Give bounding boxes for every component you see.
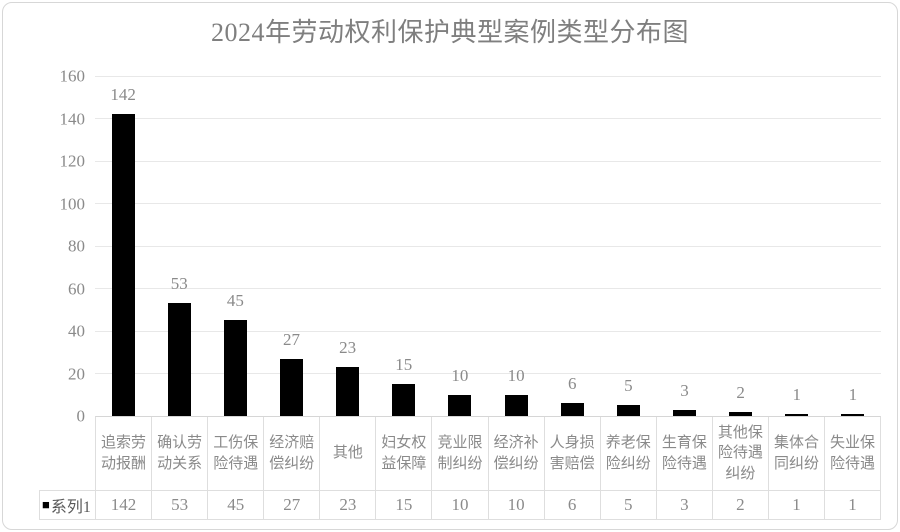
y-axis-tick-label: 140 (59, 109, 86, 128)
category-cell: 其他保险待遇纠纷 (713, 417, 769, 490)
category-cell: 集体合同纠纷 (769, 417, 826, 490)
value-cell: 27 (264, 491, 321, 519)
bar-value-label: 45 (226, 291, 244, 311)
category-cell: 人身损害赔偿 (545, 417, 601, 490)
bar-value-label: 10 (451, 365, 469, 385)
bar (280, 358, 303, 416)
y-axis-tick-label: 20 (68, 364, 85, 383)
category-cell: 失业保险待遇 (830, 435, 876, 472)
y-axis-tick-label: 0 (76, 406, 86, 426)
gridline (95, 203, 881, 204)
value-cell: 1 (848, 495, 857, 514)
bar (223, 320, 247, 416)
value-cell: 3 (657, 491, 713, 519)
bar (616, 405, 640, 416)
bar-value-label: 53 (170, 274, 188, 294)
bar (392, 384, 416, 416)
bar (560, 403, 584, 416)
bar-value-label: 142 (110, 85, 136, 105)
category-cell: 竞业限制纠纷 (432, 417, 489, 490)
bar-value-label: 23 (339, 338, 357, 358)
value-cell: 10 (432, 491, 489, 519)
y-axis-tick-label: 100 (59, 194, 86, 213)
y-axis-tick-label: 120 (59, 151, 86, 171)
value-cell: 2 (713, 491, 769, 519)
value-cell: 5 (601, 491, 657, 519)
bar (841, 413, 865, 416)
bar (167, 303, 191, 416)
value-row: 142 53 45 27 23 15 10 10 6 5 3 2 1 1 (95, 490, 881, 520)
value-cell: 15 (376, 491, 433, 519)
legend-cell: ■ 系列1 (39, 416, 95, 520)
gridline (95, 330, 881, 332)
gridline (95, 160, 881, 162)
bar-value-label: 10 (507, 365, 525, 385)
category-cell: 养老保险纠纷 (601, 417, 657, 490)
bar-value-label: 6 (567, 374, 577, 394)
bar (729, 411, 753, 416)
category-cell: 生育保险待遇 (657, 417, 713, 490)
category-cell: 工伤保险待遇 (208, 417, 265, 490)
gridline (95, 245, 881, 247)
bar-value-label: 15 (395, 355, 413, 375)
bar-value-label: 2 (736, 382, 745, 402)
series-legend-label: 系列1 (50, 499, 91, 516)
bar (785, 413, 809, 416)
bar (111, 114, 135, 416)
bar (504, 394, 528, 416)
category-cell: 妇女权益保障 (376, 417, 433, 490)
gridline (95, 288, 881, 289)
chart-title: 2024年劳动权利保护典型案例类型分布图 (210, 18, 689, 47)
bar-value-label: 27 (282, 329, 300, 349)
gridline (95, 75, 881, 77)
gridline (95, 118, 881, 119)
value-cell: 1 (769, 491, 826, 519)
category-cell: 追索劳动报酬 (96, 417, 153, 490)
bar-value-label: 3 (680, 380, 689, 400)
value-cell: 45 (208, 491, 265, 519)
bar (448, 394, 472, 416)
data-table: 追索劳动报酬 确认劳动关系 工伤保险待遇 经济赔偿纠纷 其他 妇女权益保障 竞业限制纠纷 经济… (95, 416, 881, 520)
category-row: 追索劳动报酬 确认劳动关系 工伤保险待遇 经济赔偿纠纷 其他 妇女权益保障 竞业限制纠纷 经济… (95, 416, 881, 490)
bar-value-label: 5 (624, 376, 633, 396)
value-cell: 6 (545, 491, 601, 519)
y-axis-tick-label: 40 (68, 321, 85, 341)
value-cell: 10 (489, 491, 545, 519)
series-legend-key-icon: ■ (42, 497, 50, 512)
series-legend: ■ 系列1 (39, 490, 95, 520)
category-cell: 其他 (320, 417, 377, 490)
value-cell: 23 (320, 491, 377, 519)
bar-value-label: 1 (792, 384, 802, 404)
value-cell: 53 (152, 491, 209, 519)
y-axis-tick-label: 160 (59, 66, 86, 86)
bar (673, 409, 696, 416)
category-cell: 确认劳动关系 (152, 417, 209, 490)
gridline (95, 373, 881, 374)
value-cell: 142 (96, 491, 153, 519)
category-cell: 经济赔偿纠纷 (264, 417, 321, 490)
y-axis-tick-label: 80 (68, 236, 85, 256)
bar-value-label: 1 (848, 384, 858, 404)
category-cell: 经济补偿纠纷 (489, 417, 545, 490)
bar (336, 367, 360, 416)
y-axis-tick-label: 60 (68, 279, 85, 298)
